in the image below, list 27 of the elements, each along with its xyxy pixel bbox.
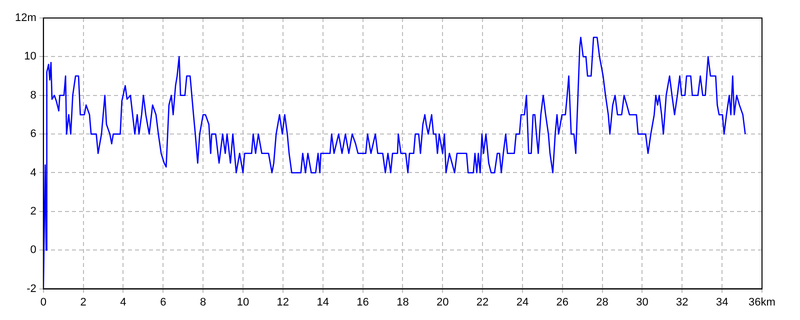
x-tick-label: 18 <box>396 296 409 308</box>
x-tick-label: 26 <box>556 296 569 308</box>
x-tick-label: 34 <box>716 296 728 308</box>
x-tick-label: 2 <box>80 296 86 308</box>
y-tick-label: 10 <box>24 50 36 63</box>
x-tick-label: 36km <box>748 296 776 308</box>
y-tick-label: 4 <box>30 166 36 179</box>
x-tick-label: 14 <box>316 296 329 308</box>
x-tick-label: 0 <box>40 296 46 308</box>
x-tick-label: 6 <box>160 296 166 308</box>
x-tick-label: 20 <box>436 296 449 308</box>
x-tick-label: 4 <box>120 296 126 308</box>
x-tick-label: 12 <box>276 296 290 308</box>
y-tick-label: 6 <box>30 128 36 140</box>
x-tick-label: 24 <box>516 296 529 308</box>
y-tick-label: 0 <box>30 244 36 256</box>
y-tick-label: 12m <box>14 12 36 24</box>
y-tick-label: 2 <box>30 205 36 218</box>
x-tick-label: 22 <box>476 296 489 308</box>
x-tick-label: 10 <box>236 296 250 308</box>
x-tick-label: 8 <box>200 296 206 308</box>
x-tick-label: 28 <box>596 296 608 308</box>
x-tick-label: 30 <box>636 296 648 308</box>
y-tick-label: -2 <box>26 282 36 295</box>
x-tick-label: 16 <box>356 296 369 308</box>
x-tick-label: 32 <box>676 296 688 308</box>
y-tick-label: 8 <box>30 89 36 102</box>
